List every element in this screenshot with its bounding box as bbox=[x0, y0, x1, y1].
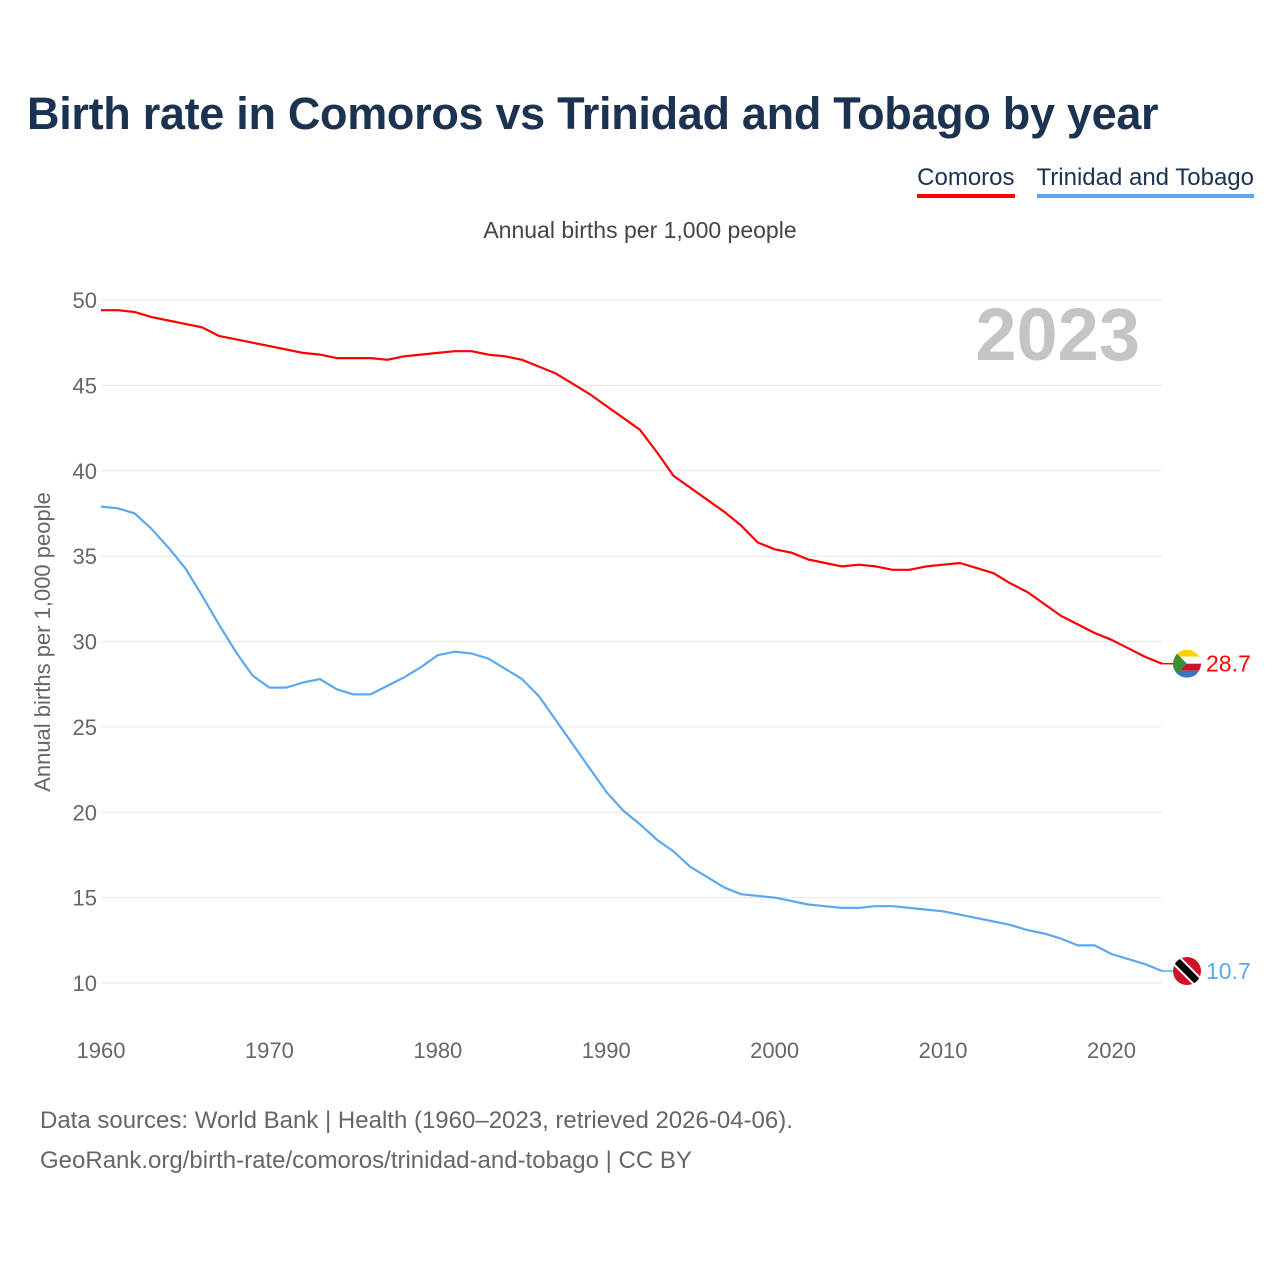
legend-trinidad[interactable]: Trinidad and Tobago bbox=[1036, 164, 1254, 198]
x-tick-label: 2000 bbox=[750, 1038, 799, 1063]
y-tick-label: 15 bbox=[73, 886, 97, 911]
legend: Comoros Trinidad and Tobago bbox=[917, 164, 1254, 198]
chart-title: Birth rate in Comoros vs Trinidad and To… bbox=[27, 88, 1159, 139]
y-tick-label: 50 bbox=[73, 288, 97, 313]
footer-sources: Data sources: World Bank | Health (1960–… bbox=[40, 1107, 793, 1134]
x-tick-label: 1970 bbox=[245, 1038, 294, 1063]
x-tick-label: 1960 bbox=[77, 1038, 126, 1063]
y-tick-label: 10 bbox=[73, 971, 97, 996]
footer-url[interactable]: GeoRank.org/birth-rate/comoros/trinidad-… bbox=[40, 1147, 692, 1174]
series-line-trinidad bbox=[100, 505, 1163, 973]
legend-comoros[interactable]: Comoros bbox=[917, 164, 1015, 198]
series-line-comoros bbox=[101, 309, 1163, 665]
y-tick-label: 20 bbox=[73, 800, 97, 825]
y-tick-label: 40 bbox=[73, 459, 97, 484]
x-tick-label: 1980 bbox=[413, 1038, 462, 1063]
y-tick-label: 25 bbox=[73, 715, 97, 740]
trinidad-flag-icon bbox=[1173, 957, 1201, 986]
end-value-label: 28.7 bbox=[1206, 651, 1251, 677]
x-tick-label: 2010 bbox=[919, 1038, 968, 1063]
y-tick-label: 30 bbox=[73, 630, 97, 655]
x-tick-label: 1990 bbox=[582, 1038, 631, 1063]
y-tick-label: 45 bbox=[73, 373, 97, 398]
x-tick-label: 2020 bbox=[1087, 1038, 1136, 1063]
y-axis-label: Annual births per 1,000 people bbox=[30, 492, 55, 792]
line-chart: 10 15 20 25 30 35 40 45 50 1960 1970 1980 1990 2000 20… bbox=[30, 288, 1251, 1063]
y-tick-label: 35 bbox=[73, 544, 97, 569]
chart-subtitle: Annual births per 1,000 people bbox=[483, 217, 797, 243]
comoros-flag-icon bbox=[1173, 649, 1201, 678]
year-badge: 2023 bbox=[975, 293, 1140, 376]
end-value-label: 10.7 bbox=[1206, 958, 1251, 984]
